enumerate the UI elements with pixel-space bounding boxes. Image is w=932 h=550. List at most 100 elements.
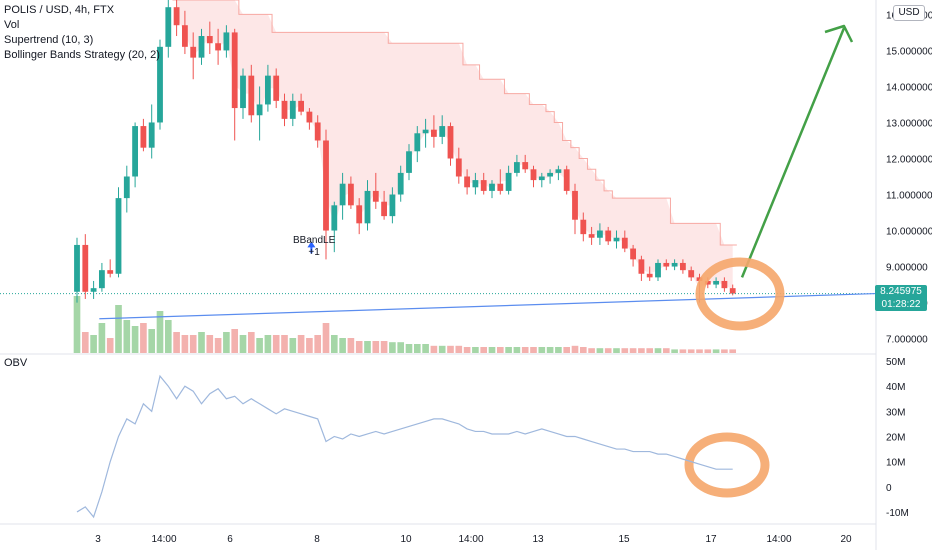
volume-bar [638,348,645,353]
volume-bar [289,338,297,353]
volume-bar [430,345,438,353]
candle-body [447,126,454,159]
candle-body [256,104,263,116]
volume-bar [604,348,612,353]
obv-line [76,374,733,519]
volume-bar [438,345,446,353]
candle-body [173,7,180,26]
candle-body [655,262,661,278]
candle-body [215,43,222,51]
time-axis-tick: 17 [705,534,717,545]
legend-supertrend[interactable]: Supertrend (10, 3) [4,34,94,46]
volume-bar [505,347,512,353]
legend-bollinger[interactable]: Bollinger Bands Strategy (20, 2) [4,49,160,61]
candle-body [323,140,329,231]
candle-body [90,288,97,292]
volume-bar [239,335,247,353]
candle-body [547,172,554,177]
candle-body [563,169,570,191]
candle-body [422,129,429,134]
volume-bar [347,338,355,353]
signal-qty: +1 [308,247,320,258]
supertrend-line [172,0,737,246]
volume-bar [297,335,305,353]
obv-axis-tick: 50M [886,357,905,368]
volume-bar [513,347,521,353]
volume-bar [472,347,479,353]
candle-body [414,133,421,152]
candle-body [372,190,379,202]
volume-bar [721,349,728,353]
volume-bar [712,349,720,353]
candle-body [231,32,238,109]
candle-body [472,180,479,188]
candle-body [572,190,578,220]
candle-body [729,288,736,294]
time-axis-tick: 13 [532,534,544,545]
candle-body [140,126,147,148]
candle-body [314,122,321,141]
candle-body [82,244,89,292]
price-highlight-circle [695,257,785,331]
candle-body [489,183,495,191]
volume-bar [538,347,546,353]
candle-body [364,190,371,224]
candle-body [671,262,678,267]
volume-bar [397,342,405,353]
volume-bar [214,338,222,353]
volume-bar [181,335,189,353]
volume-bar [596,348,604,353]
volume-bar [455,345,463,353]
volume-bar [588,348,595,353]
candle-body [347,183,354,206]
time-axis-tick: 10 [400,534,412,545]
volume-bar [679,349,687,353]
legend-symbol[interactable]: POLIS / USD, 4h, FTX [4,4,115,16]
volume-bar [198,332,205,353]
volume-bar [662,348,670,353]
candle-body [596,230,603,238]
volume-bar [223,332,230,353]
obv-pane-label[interactable]: OBV [4,357,28,369]
signal-name: BBandLE [293,235,336,246]
candle-body [455,158,462,177]
candle-body [397,172,404,195]
candle-body [306,111,313,123]
volume-bar [98,323,106,353]
volume-bar [148,329,156,353]
volume-bar [281,335,288,353]
candle-body [406,151,412,173]
volume-bar [364,341,371,353]
volume-bar [496,347,504,353]
time-axis-tick: 14:00 [766,534,791,545]
legend-volume[interactable]: Vol [4,19,20,31]
candle-body [248,75,255,116]
volume-bar [488,347,496,353]
volume-bar [463,347,471,353]
candle-body [430,129,437,137]
volume-bar [555,347,562,353]
obv-highlight-circle [684,432,770,498]
candle-body [522,162,529,170]
volume-bar [696,349,703,353]
volume-bar [729,349,737,353]
candle-body [198,36,205,58]
candle-body [513,162,520,173]
supertrend-fill [176,0,733,290]
volume-bar [372,341,380,353]
candle-body [264,75,271,105]
candle-body [289,100,296,119]
volume-bar [671,349,678,353]
volume-bar [131,326,139,353]
volume-bar [256,338,263,353]
time-axis-tick: 14:00 [151,534,176,545]
candle-body [704,280,711,285]
volume-bar [413,344,421,353]
volume-bar [115,305,122,353]
obv-axis-tick: 0 [886,483,892,494]
volume-bar [422,344,429,353]
volume-bar [106,338,114,353]
currency-button[interactable]: USD [893,5,925,21]
price-axis-tick: 12.000000 [886,154,932,165]
